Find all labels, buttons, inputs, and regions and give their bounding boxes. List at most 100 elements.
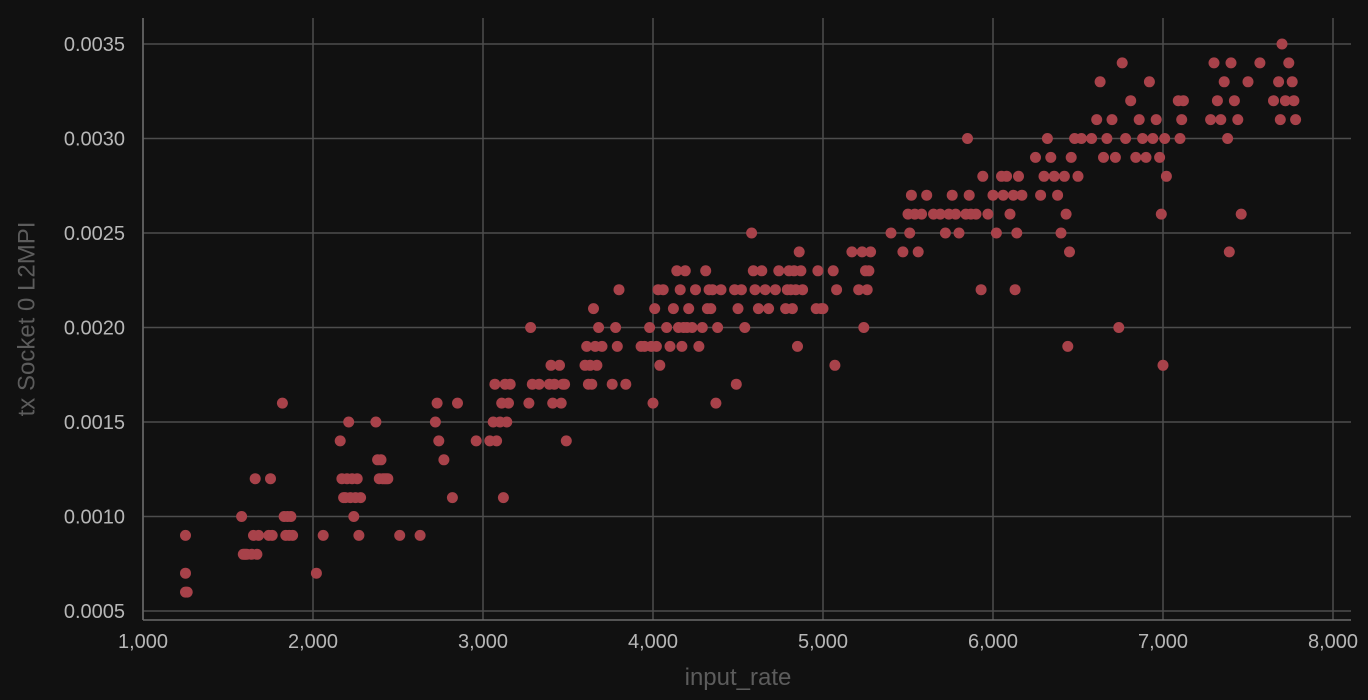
data-point [904,227,916,239]
data-point [912,246,924,258]
data-point [1113,322,1125,333]
data-point [1279,95,1291,107]
data-point [1098,151,1109,163]
data-point [394,529,406,541]
data-point [865,246,877,258]
data-point [897,246,909,258]
data-point [747,265,759,277]
x-tick-label: 6,000 [968,631,1018,653]
data-point [793,246,805,258]
data-point [1150,114,1162,126]
data-point [970,208,982,220]
data-point [1177,95,1189,107]
data-point [953,227,965,239]
data-point [1223,246,1235,258]
data-point [606,378,618,390]
data-point [1125,95,1137,107]
data-point [452,397,463,409]
y-tick-label: 0.0030 [64,129,125,151]
data-point [654,359,666,371]
data-point [1205,114,1217,126]
data-point [1016,189,1028,201]
data-point [180,567,191,579]
data-point [696,322,708,333]
data-point [1242,76,1254,88]
data-points [180,38,1302,598]
data-point [990,227,1002,239]
data-point [1222,133,1234,144]
data-point [950,208,962,220]
data-point [251,548,263,560]
data-point [647,397,659,409]
data-point [975,284,987,296]
data-point [987,189,999,201]
data-point [657,284,669,296]
data-point [921,189,933,201]
y-tick-label: 0.0015 [64,412,125,434]
data-point [1072,170,1084,182]
data-point [707,284,718,296]
data-point [287,529,299,541]
data-point [773,265,785,277]
data-point [1106,114,1118,126]
x-axis-title: input_rate [685,664,792,691]
data-point [180,529,191,541]
data-point [1035,189,1047,201]
data-point [310,567,322,579]
data-point [620,378,632,390]
data-point [353,529,365,541]
y-tick-label: 0.0035 [64,34,125,56]
data-point [438,454,450,466]
data-point [1007,189,1019,201]
data-point [1143,76,1155,88]
y-axis-title: tx Socket 0 L2MPI [13,222,40,417]
data-point [1276,38,1288,50]
data-point [1055,227,1067,239]
data-point [497,492,509,504]
data-point [446,492,458,504]
data-point [1045,151,1057,163]
data-point [746,227,758,239]
data-point [858,322,870,333]
data-point [831,284,843,296]
y-tick-label: 0.0020 [64,318,125,340]
data-point [861,284,873,296]
data-point [1232,114,1244,126]
data-point [756,265,768,277]
data-point [1101,133,1113,144]
data-point [547,397,559,409]
data-point [1011,227,1023,239]
data-point [504,378,516,390]
x-tick-label: 1,000 [118,631,168,653]
x-tick-label: 2,000 [288,631,338,653]
data-point [1058,170,1070,182]
data-point [679,265,691,277]
data-point [523,397,535,409]
data-point [795,265,807,277]
data-point [1075,133,1087,144]
data-point [1116,57,1128,69]
data-point [1254,57,1266,69]
data-point [596,340,608,352]
data-point [763,303,775,315]
data-point [181,586,193,598]
data-point [1086,133,1098,144]
data-point [853,284,865,296]
data-point [1004,208,1016,220]
data-point [1157,359,1169,371]
data-point [752,303,764,315]
data-point [1130,151,1142,163]
data-point [491,435,503,447]
data-point [1062,340,1074,352]
data-point [735,284,747,296]
data-point [586,378,598,390]
data-point [1290,114,1302,126]
data-point [827,265,839,277]
data-point [1094,76,1106,88]
data-point [962,133,973,144]
data-point [1030,151,1041,163]
data-point [1091,114,1103,126]
data-point [664,340,676,352]
data-point [1288,95,1300,107]
data-point [1235,208,1247,220]
